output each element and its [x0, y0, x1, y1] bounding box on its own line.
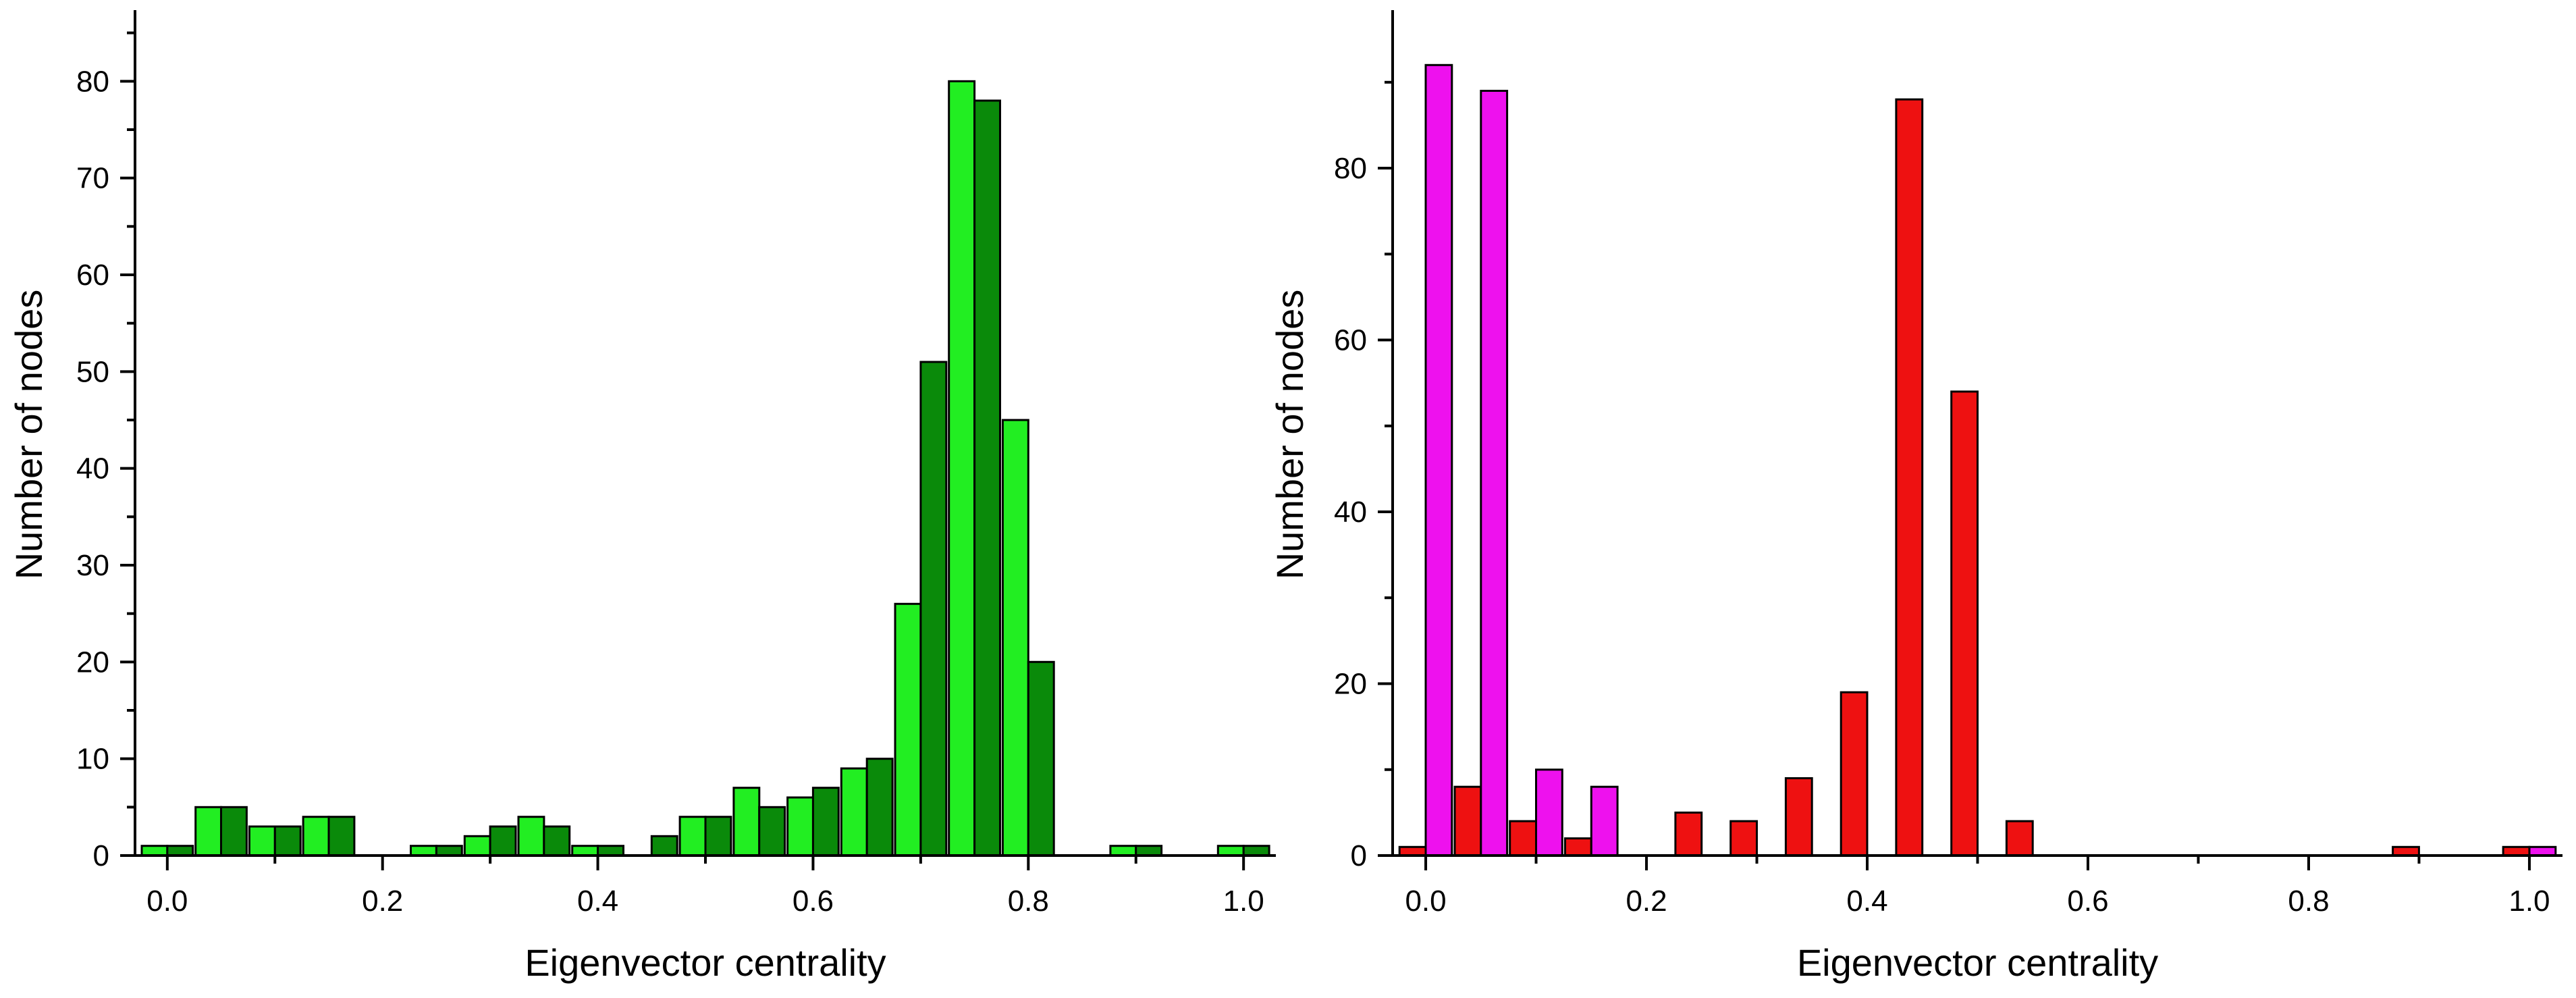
y-tick-label: 0 — [93, 839, 109, 872]
x-tick-label: 0.4 — [577, 885, 618, 918]
bar-series0-11 — [840, 767, 868, 857]
x-tick-label: 0.0 — [1405, 885, 1446, 918]
y-tick-label: 20 — [76, 646, 109, 679]
bar-series1-4 — [435, 845, 463, 857]
x-tick-label: 1.0 — [1223, 885, 1264, 918]
bar-series1-2 — [1535, 768, 1563, 857]
y-axis-label: Number of nodes — [7, 290, 50, 580]
bar-series1-2 — [273, 825, 302, 857]
bar-series1-7 — [597, 845, 624, 857]
bar-series0-10 — [786, 796, 814, 857]
bar-series1-15 — [1027, 660, 1055, 857]
right-histogram: 0.0 0.2 0.4 0.6 0.8 1.0 0 20 40 60 80 Eigenvector c… — [1268, 10, 2562, 984]
bar-series1-8 — [650, 835, 678, 857]
x-tick-label: 0.2 — [362, 885, 403, 918]
x-axis-label: Eigenvector centrality — [525, 941, 886, 984]
x-tick-label: 1.0 — [2508, 885, 2550, 918]
bar-series0-1 — [1453, 785, 1482, 857]
y-tick-label: 40 — [1334, 496, 1367, 529]
y-tick-label: 60 — [1334, 324, 1367, 357]
bar-series0-8 — [678, 816, 707, 857]
y-tick-label: 10 — [76, 743, 109, 776]
bar-series0-6 — [1784, 777, 1813, 857]
left-histogram: 0.0 0.2 0.4 0.6 0.8 1.0 0 10 20 30 40 50 60 70 80 Eigen… — [7, 10, 1276, 984]
bar-series0-3 — [302, 816, 330, 857]
y-tick-label: 80 — [1334, 152, 1367, 185]
x-tick-label: 0.8 — [1008, 885, 1049, 918]
bar-series1-3 — [327, 816, 356, 857]
x-axis-label: Eigenvector centrality — [1797, 941, 2158, 984]
bar-series1-11 — [811, 787, 840, 857]
bar-series1-1 — [220, 806, 248, 857]
bar-series0-14 — [1001, 419, 1029, 857]
bar-series0-9 — [732, 787, 761, 857]
y-tick-label: 30 — [76, 549, 109, 582]
bar-series0-1 — [194, 806, 223, 857]
bar-series1-6 — [543, 825, 571, 857]
x-tick-label: 0.6 — [2067, 885, 2108, 918]
bar-series0-5 — [1729, 820, 1758, 857]
bar-series1-14 — [973, 99, 1001, 857]
bar-series0-12 — [894, 602, 922, 857]
y-tick-label: 60 — [76, 259, 109, 292]
bar-series1-3 — [1590, 785, 1619, 857]
bar-series0-7 — [1840, 691, 1869, 857]
y-tick-label: 20 — [1334, 668, 1367, 701]
bar-series0-16 — [1216, 845, 1245, 857]
bar-series0-6 — [517, 816, 545, 857]
bar-series0-4 — [410, 845, 437, 857]
x-tick-label: 0.4 — [1846, 885, 1887, 918]
bar-series1-9 — [704, 816, 732, 857]
bar-series0-10 — [2005, 820, 2034, 857]
bar-series0-2 — [1509, 820, 1537, 857]
bar-series0-7 — [571, 845, 599, 857]
bar-series1-0 — [1424, 63, 1453, 857]
y-tick-label: 0 — [1351, 839, 1367, 872]
bar-series0-8 — [1895, 98, 1924, 857]
bar-series1-5 — [489, 825, 517, 857]
x-tick-label: 0.8 — [2288, 885, 2329, 918]
bar-series0-13 — [948, 80, 976, 857]
bar-series0-3 — [1564, 837, 1592, 857]
bar-series1-10 — [758, 806, 786, 857]
bar-series1-12 — [865, 758, 894, 857]
bar-series1-1 — [1480, 90, 1509, 857]
x-tick-label: 0.0 — [146, 885, 188, 918]
y-tick-label: 50 — [76, 355, 109, 388]
bar-series0-2 — [248, 825, 276, 857]
x-tick-label: 0.2 — [1626, 885, 1667, 918]
y-tick-label: 40 — [76, 452, 109, 485]
bar-series1-17 — [1242, 845, 1270, 857]
bar-series1-13 — [919, 361, 948, 857]
bar-series0-5 — [463, 835, 491, 857]
bar-series0-9 — [1950, 390, 1979, 857]
y-axis-label: Number of nodes — [1268, 290, 1311, 580]
bar-series1-0 — [166, 845, 194, 857]
y-tick-label: 80 — [76, 65, 109, 98]
bar-series0-15 — [1109, 845, 1137, 857]
bar-series1-16 — [1135, 845, 1163, 857]
x-tick-label: 0.6 — [793, 885, 834, 918]
bar-series0-4 — [1674, 811, 1703, 857]
y-tick-label: 70 — [76, 162, 109, 195]
bar-series0-0 — [140, 845, 169, 857]
